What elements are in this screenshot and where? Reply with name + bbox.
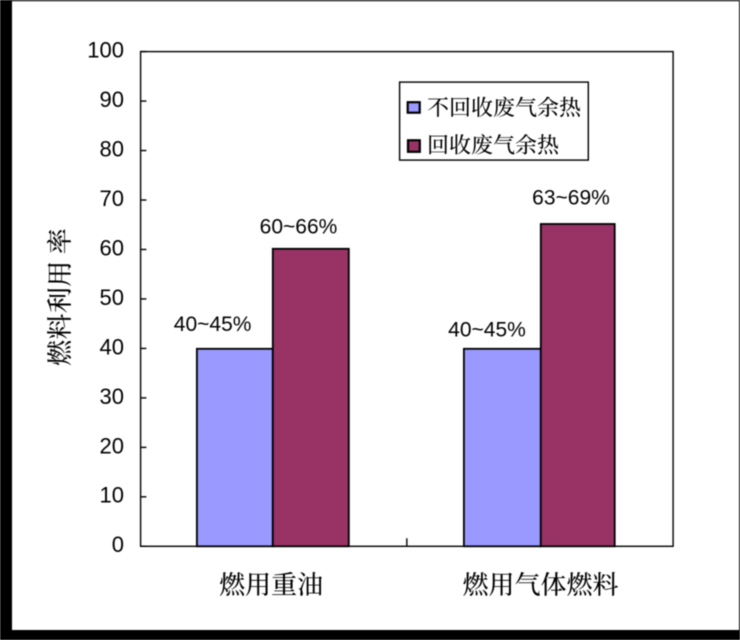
svg-text:50: 50 (100, 285, 124, 310)
svg-text:60~66%: 60~66% (260, 216, 338, 239)
svg-text:40: 40 (100, 334, 124, 359)
svg-text:80: 80 (100, 136, 124, 161)
svg-text:40~45%: 40~45% (448, 319, 526, 342)
svg-text:0: 0 (112, 532, 124, 557)
svg-text:20: 20 (100, 433, 124, 458)
svg-text:63~69%: 63~69% (532, 186, 610, 209)
svg-text:70: 70 (100, 186, 124, 211)
svg-text:100: 100 (87, 38, 124, 63)
svg-text:40~45%: 40~45% (174, 313, 252, 336)
svg-text:30: 30 (100, 384, 124, 409)
svg-text:60: 60 (100, 235, 124, 260)
svg-text:10: 10 (100, 483, 124, 508)
svg-text:90: 90 (100, 87, 124, 112)
